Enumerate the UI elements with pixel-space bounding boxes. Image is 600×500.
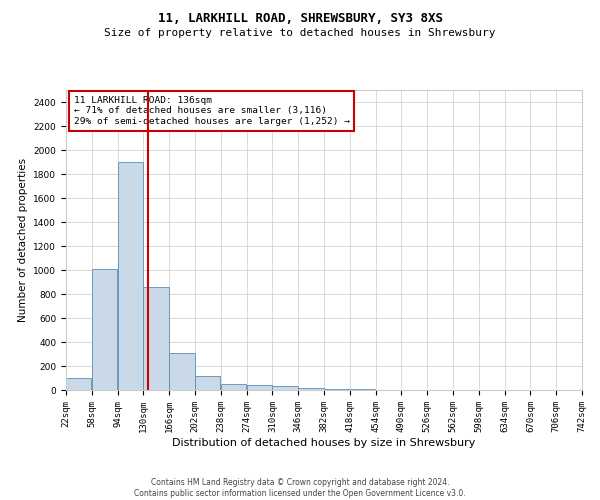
Text: Contains HM Land Registry data © Crown copyright and database right 2024.
Contai: Contains HM Land Registry data © Crown c… [134,478,466,498]
X-axis label: Distribution of detached houses by size in Shrewsbury: Distribution of detached houses by size … [172,438,476,448]
Bar [298,388,323,390]
Text: Size of property relative to detached houses in Shrewsbury: Size of property relative to detached ho… [104,28,496,38]
Bar [169,353,194,390]
Bar [66,378,91,390]
Text: 11 LARKHILL ROAD: 136sqm
← 71% of detached houses are smaller (3,116)
29% of sem: 11 LARKHILL ROAD: 136sqm ← 71% of detach… [74,96,350,126]
Bar [118,162,143,390]
Bar [247,385,272,390]
Bar [92,269,117,390]
Y-axis label: Number of detached properties: Number of detached properties [18,158,28,322]
Bar [143,287,169,390]
Bar [324,389,349,390]
Bar [272,386,298,390]
Bar [221,384,246,390]
Bar [195,376,220,390]
Text: 11, LARKHILL ROAD, SHREWSBURY, SY3 8XS: 11, LARKHILL ROAD, SHREWSBURY, SY3 8XS [157,12,443,26]
